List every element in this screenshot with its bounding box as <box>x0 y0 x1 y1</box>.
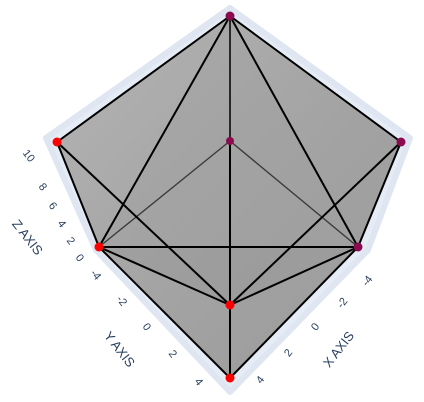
vertex-center <box>226 137 234 145</box>
vertex-front-mid <box>225 300 235 310</box>
mesh-edge <box>229 140 359 248</box>
mesh-face <box>99 16 358 247</box>
x-tick-label: 2 <box>282 347 295 359</box>
z-tick-label: 8 <box>36 181 49 193</box>
y-tick-label: 4 <box>192 376 205 388</box>
mesh-edge <box>98 15 231 248</box>
vertex-left-low <box>94 242 104 252</box>
vertex-right-mid <box>396 137 406 147</box>
mesh-edge <box>56 141 100 248</box>
mesh-edge <box>229 15 359 248</box>
y-tick-label: 0 <box>140 321 153 333</box>
x-tick-label: 4 <box>254 374 267 386</box>
vertex-left-mid <box>52 137 62 147</box>
z-tick-label: 0 <box>73 252 86 264</box>
mesh-edge <box>357 141 402 248</box>
mesh-face <box>99 247 358 305</box>
vertex-right-low <box>353 242 363 252</box>
vertex-top <box>225 11 235 21</box>
x-tick-label: 0 <box>309 321 322 333</box>
z-tick-label: 6 <box>46 200 59 212</box>
mesh-edge <box>229 246 359 306</box>
mesh-edge <box>98 246 231 379</box>
z-tick-label: 4 <box>55 218 68 230</box>
mesh-edges <box>56 15 402 379</box>
y-tick-label: -4 <box>88 268 103 283</box>
y-tick-label: -2 <box>114 294 129 309</box>
mesh-edge <box>229 141 402 306</box>
mesh-edge <box>98 246 231 306</box>
x-axis-title: X AXIS <box>320 328 357 370</box>
mesh-edge <box>56 141 231 306</box>
mesh-edge <box>56 15 231 143</box>
x-tick-label: -2 <box>335 296 350 311</box>
mesh-edge <box>98 140 231 248</box>
z-axis-title: Z AXIS <box>9 217 46 258</box>
mesh-edge <box>229 246 359 379</box>
z-tick-label: 2 <box>64 235 77 247</box>
x-tick-label: -4 <box>360 274 375 289</box>
mesh-edge <box>229 15 402 143</box>
z-tick-label: 10 <box>20 148 37 165</box>
mesh-vertices <box>52 11 406 383</box>
y-tick-label: 2 <box>166 348 179 360</box>
vertex-bottom <box>225 373 235 383</box>
y-axis-title: Y AXIS <box>101 328 138 370</box>
